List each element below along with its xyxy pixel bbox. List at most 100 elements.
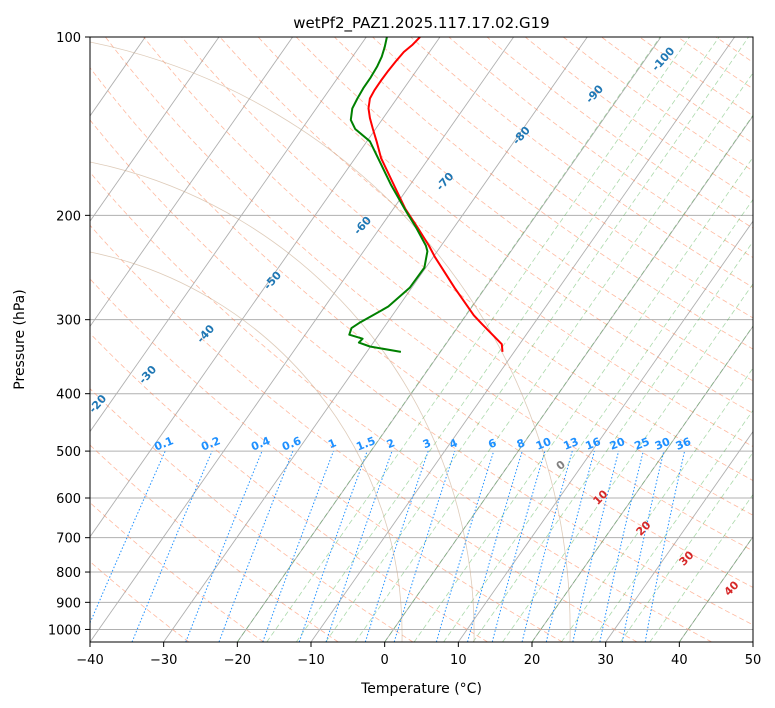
isotherm-line bbox=[90, 37, 441, 538]
isotherm-line bbox=[605, 430, 753, 642]
moist-adiabat bbox=[620, 451, 753, 642]
mixing-ratio-line bbox=[599, 450, 644, 642]
mixing-ratio-line bbox=[364, 450, 429, 642]
moist-adiabat bbox=[678, 535, 753, 642]
dry-adiabat bbox=[90, 561, 190, 642]
background-lines bbox=[90, 37, 753, 642]
profile-series bbox=[348, 37, 504, 353]
y-tick-label: 500 bbox=[56, 445, 81, 460]
mixing-ratio-line bbox=[218, 450, 294, 642]
mixing-ratio-label: 10 bbox=[534, 435, 553, 453]
dry-adiabat bbox=[90, 388, 414, 642]
mixing-ratio-label: 3 bbox=[421, 436, 433, 451]
y-tick-label: 900 bbox=[56, 596, 81, 611]
mixing-ratio-line bbox=[90, 450, 166, 625]
plot-frame bbox=[89, 36, 754, 643]
mixing-ratio-line bbox=[185, 450, 263, 642]
mixing-ratio-label: 36 bbox=[674, 435, 693, 453]
moist-adiabat bbox=[413, 156, 753, 642]
mixing-ratio-line bbox=[572, 450, 620, 642]
mixing-ratio-line bbox=[467, 450, 523, 642]
moist-adiabat bbox=[472, 241, 753, 642]
dry-adiabat bbox=[105, 37, 753, 552]
mixing-ratio-line bbox=[644, 450, 686, 642]
moist-adiabat bbox=[502, 283, 753, 642]
reference-arc bbox=[90, 161, 475, 642]
moist-adiabat bbox=[384, 114, 753, 642]
dry-adiabat bbox=[295, 37, 753, 382]
x-tick-label: 20 bbox=[524, 653, 541, 668]
isotherm-line bbox=[236, 37, 662, 642]
mixing-ratio-label: 20 bbox=[608, 435, 627, 453]
moist-adiabat bbox=[266, 37, 690, 642]
profile-line-1 bbox=[367, 37, 504, 352]
isotherm-line bbox=[163, 37, 588, 642]
chart-title: wetPf2_PAZ1.2025.117.17.02.G19 bbox=[293, 14, 549, 33]
y-tick-label: 800 bbox=[56, 566, 81, 581]
mixing-ratio-line bbox=[325, 450, 393, 642]
mixing-ratio-label: 30 bbox=[653, 435, 672, 453]
dry-adiabat bbox=[372, 37, 753, 319]
y-tick-label: 200 bbox=[56, 209, 81, 224]
dry-adiabat bbox=[90, 444, 339, 642]
isotherm-line bbox=[310, 37, 735, 642]
profile-line-2 bbox=[348, 37, 429, 353]
mixing-ratio-label: 16 bbox=[584, 435, 603, 453]
mixing-ratio-line bbox=[262, 450, 334, 642]
mixing-ratio-line bbox=[298, 450, 368, 642]
x-axis-label: Temperature (°C) bbox=[360, 681, 482, 697]
dry-adiabat bbox=[90, 332, 488, 642]
isotherm-line bbox=[678, 536, 753, 642]
isotherm-line bbox=[457, 220, 753, 642]
isotherm-line bbox=[90, 37, 514, 642]
dry-adiabat bbox=[181, 37, 753, 482]
moist-adiabat bbox=[236, 37, 661, 642]
mixing-ratio-line bbox=[393, 450, 456, 642]
mixing-ratio-label: 13 bbox=[561, 435, 580, 453]
y-tick-label: 100 bbox=[56, 31, 81, 46]
dry-adiabat bbox=[219, 37, 753, 448]
moist-adiabat bbox=[561, 367, 753, 642]
x-tick-label: −10 bbox=[297, 653, 324, 668]
moist-adiabat bbox=[295, 37, 720, 642]
mixing-ratio-label: 25 bbox=[632, 435, 651, 453]
isotherm-line bbox=[384, 115, 753, 642]
x-tick-label: −40 bbox=[76, 653, 103, 668]
x-tick-label: −20 bbox=[224, 653, 251, 668]
x-tick-label: 50 bbox=[745, 653, 762, 668]
mixing-ratio-line bbox=[621, 450, 665, 642]
isotherm-line bbox=[90, 37, 367, 433]
dry-adiabat bbox=[334, 37, 753, 350]
y-tick-label: 300 bbox=[56, 314, 81, 329]
dry-adiabat bbox=[90, 278, 563, 642]
moist-adiabat bbox=[325, 37, 749, 642]
y-tick-label: 700 bbox=[56, 532, 81, 547]
isotherm-line bbox=[90, 37, 293, 328]
mixing-ratio-line bbox=[131, 450, 213, 642]
moist-adiabat bbox=[354, 72, 753, 642]
mixing-ratio-label: 2 bbox=[385, 436, 397, 451]
axis-ticks: −40 −30 −20 −10 0 10 20 30 40 50 1000 900 800 700 600 5… bbox=[48, 31, 761, 668]
dry-adiabat bbox=[143, 37, 753, 516]
x-tick-label: 0 bbox=[381, 653, 389, 668]
x-tick-label: −30 bbox=[150, 653, 177, 668]
y-tick-label: 400 bbox=[56, 388, 81, 403]
moist-adiabat bbox=[649, 493, 753, 642]
reference-arc bbox=[90, 41, 571, 642]
mixing-ratio-label: 8 bbox=[515, 436, 527, 451]
mixing-ratio-line bbox=[521, 450, 573, 642]
dry-adiabat bbox=[90, 171, 712, 642]
dry-adiabat bbox=[90, 67, 753, 588]
dry-adiabat bbox=[90, 119, 753, 626]
isotherm-line bbox=[531, 325, 753, 642]
moist-adiabat bbox=[590, 409, 753, 642]
y-tick-label: 600 bbox=[56, 492, 81, 507]
x-tick-label: 30 bbox=[597, 653, 614, 668]
mixing-ratio-label: 1 bbox=[326, 436, 338, 451]
y-tick-label: 1000 bbox=[48, 623, 81, 638]
x-tick-label: 40 bbox=[671, 653, 688, 668]
isotherm-line bbox=[90, 37, 220, 222]
moist-adiabat bbox=[531, 325, 753, 642]
